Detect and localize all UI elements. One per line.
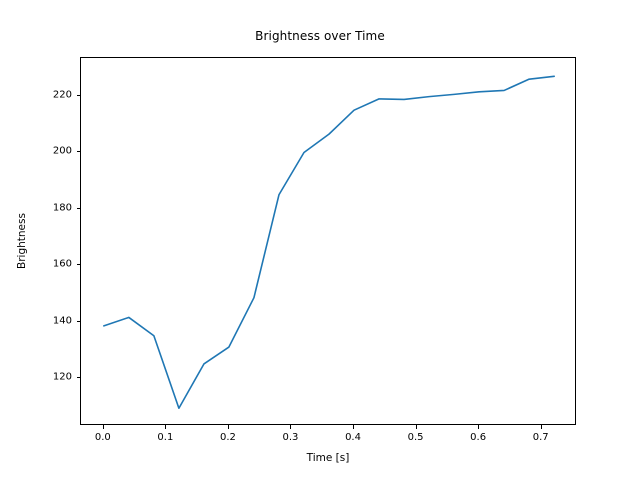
x-tick-label: 0.1 (157, 432, 174, 443)
y-tick-mark (76, 95, 80, 97)
y-tick-label: 200 (52, 145, 72, 157)
x-tick-mark (478, 425, 480, 429)
y-axis-label: Brightness (16, 213, 28, 269)
x-tick-label: 0.4 (345, 432, 361, 443)
chart-title: Brightness over Time (255, 29, 385, 43)
x-tick-label: 0.3 (282, 432, 299, 443)
x-tick-mark (353, 425, 355, 429)
y-tick-mark (76, 264, 80, 266)
plot-area (80, 57, 576, 425)
x-tick-label: 0.6 (470, 432, 487, 443)
y-tick-mark (76, 377, 80, 379)
y-tick-label: 120 (52, 371, 72, 383)
x-tick-mark (227, 425, 229, 429)
x-tick-label: 0.7 (532, 432, 549, 443)
x-tick-label: 0.0 (94, 432, 111, 443)
y-tick-label: 140 (52, 315, 72, 327)
y-tick-mark (76, 320, 80, 322)
data-series-brightness (103, 75, 555, 410)
x-tick-mark (415, 425, 417, 429)
x-tick-label: 0.5 (407, 432, 424, 443)
y-tick-label: 160 (52, 258, 72, 270)
x-tick-mark (290, 425, 292, 429)
x-tick-label: 0.2 (219, 432, 236, 443)
y-tick-label: 220 (52, 89, 72, 101)
y-tick-mark (76, 151, 80, 153)
x-tick-mark (165, 425, 167, 429)
y-tick-label: 180 (52, 202, 72, 214)
y-tick-mark (76, 207, 80, 209)
x-tick-mark (540, 425, 542, 429)
x-axis-label: Time [s] (306, 452, 350, 464)
line-chart-svg (103, 75, 555, 410)
x-tick-mark (102, 425, 104, 429)
